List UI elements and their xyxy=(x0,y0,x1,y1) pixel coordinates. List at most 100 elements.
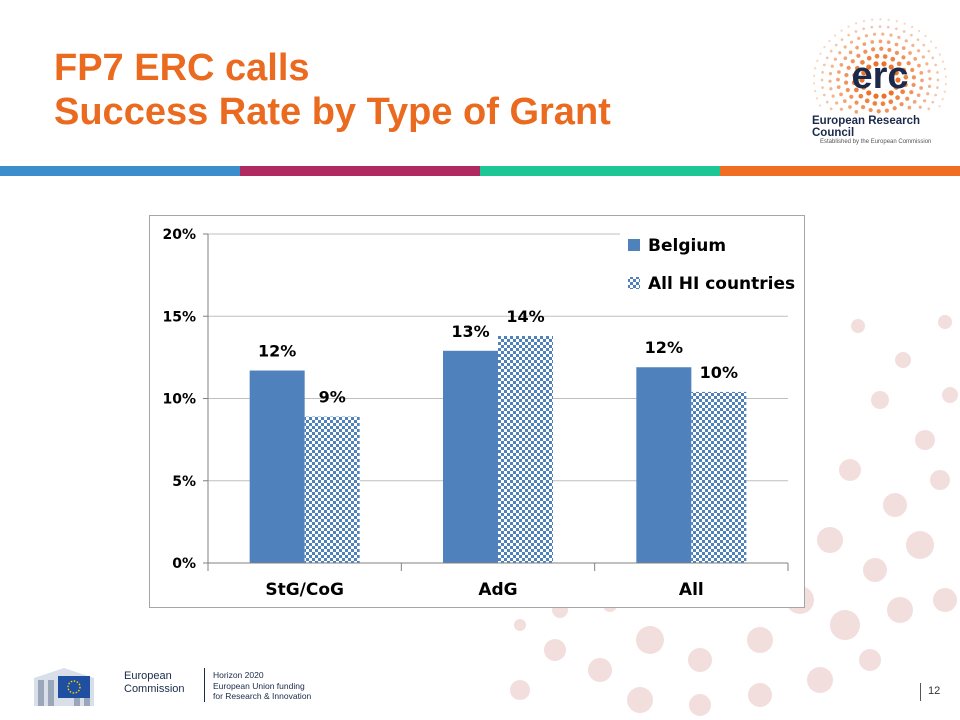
decorative-dot xyxy=(859,649,881,671)
erc-burst-dot xyxy=(905,96,910,101)
erc-burst-dot xyxy=(889,33,893,37)
erc-burst-dot xyxy=(866,64,872,70)
erc-burst-dot xyxy=(876,109,881,114)
erc-burst-dot xyxy=(838,51,842,55)
erc-burst-dot xyxy=(840,38,844,42)
erc-burst-dot xyxy=(850,59,855,64)
erc-burst-dot xyxy=(908,51,912,55)
erc-burst-dot xyxy=(868,107,873,113)
erc-burst-dot xyxy=(922,99,927,103)
erc-burst-dot xyxy=(881,93,887,99)
erc-burst-dot xyxy=(847,33,851,37)
legend-label: All HI countries xyxy=(648,274,795,294)
erc-burst-dot xyxy=(860,60,865,65)
decorative-dot xyxy=(510,680,530,700)
erc-burst-dot xyxy=(920,78,924,83)
erc-burst-dot xyxy=(830,64,834,68)
erc-burst-dot xyxy=(866,55,872,61)
h2020-line-3: for Research & Innovation xyxy=(213,691,312,701)
decorative-dot xyxy=(915,430,935,450)
erc-burst-dot xyxy=(901,55,906,60)
erc-burst-dot xyxy=(901,46,906,50)
erc-burst-dot xyxy=(866,90,872,96)
erc-burst-dot xyxy=(864,98,870,104)
erc-burst-dot xyxy=(871,18,874,21)
erc-burst-dot xyxy=(890,56,896,62)
erc-burst-dot xyxy=(888,64,894,70)
erc-burst-dot xyxy=(882,54,888,59)
erc-burst-dot xyxy=(917,63,921,68)
erc-burst-dot xyxy=(924,34,927,38)
erc-burst-dot xyxy=(840,29,843,32)
page-number-divider xyxy=(920,683,921,701)
erc-burst-dot xyxy=(886,25,890,29)
data-label: 12% xyxy=(258,342,296,361)
erc-burst-dot xyxy=(846,65,851,70)
erc-burst-dot xyxy=(819,104,822,107)
erc-burst-dot xyxy=(927,49,931,53)
decorative-dot xyxy=(807,667,833,693)
erc-burst-dot xyxy=(834,43,838,47)
erc-burst-dot xyxy=(855,45,859,50)
erc-burst-dot xyxy=(844,80,849,85)
erc-burst-dot xyxy=(931,56,935,60)
erc-burst-dot xyxy=(822,93,826,97)
erc-burst-dot xyxy=(912,99,917,104)
erc-burst-dot xyxy=(922,43,926,47)
y-tick-label: 15% xyxy=(162,309,196,325)
erc-burst-dot xyxy=(839,62,844,67)
erc-burst-dot xyxy=(941,98,944,101)
bar-all-hi-countries xyxy=(304,416,360,563)
erc-burst-dot xyxy=(823,63,826,67)
erc-burst-dot xyxy=(845,87,850,93)
bar-chart: 0% 5% 10% 15% 20% StG/CoG 12% 9% AdG 13% 14% All 12%… xyxy=(162,227,795,600)
erc-burst-dot xyxy=(895,20,898,23)
erc-burst-dot xyxy=(899,102,904,107)
erc-burst-dot xyxy=(887,18,890,21)
erc-burst-dot xyxy=(813,82,816,85)
chart-frame: 0% 5% 10% 15% 20% StG/CoG 12% 9% AdG 13% 14% All 12%… xyxy=(149,215,805,608)
decorative-dot xyxy=(748,683,772,707)
data-label: 10% xyxy=(700,363,738,382)
erc-burst-dot xyxy=(904,39,908,43)
decorative-dot xyxy=(942,387,958,403)
erc-burst-dot xyxy=(849,40,854,44)
h2020-line-1: Horizon 2020 xyxy=(213,670,264,680)
title-line-2: Success Rate by Type of Grant xyxy=(54,91,611,133)
erc-burst-dot xyxy=(897,35,901,39)
bar-all-hi-countries xyxy=(691,391,747,563)
erc-burst-dot xyxy=(828,39,831,43)
erc-burst-dot xyxy=(888,99,894,105)
erc-burst-dot xyxy=(849,94,854,99)
erc-burst-dot xyxy=(919,86,923,90)
erc-burst-dot xyxy=(851,80,857,86)
erc-burst-dot xyxy=(878,25,882,28)
legend-label: Belgium xyxy=(648,236,726,256)
erc-burst-dot xyxy=(878,39,883,44)
erc-burst-dot xyxy=(927,84,932,88)
decorative-dot xyxy=(747,627,773,653)
legend-box xyxy=(620,228,792,306)
data-label: 13% xyxy=(451,322,489,341)
erc-burst-dot xyxy=(834,34,837,37)
erc-burst-dot xyxy=(829,49,833,53)
decorative-dot xyxy=(688,648,712,672)
erc-burst-dot xyxy=(938,105,941,108)
stripe-green xyxy=(480,166,720,176)
erc-burst-dot xyxy=(871,47,876,52)
erc-burst-dot xyxy=(892,106,897,111)
erc-burst-dot xyxy=(901,67,907,73)
erc-burst-dot xyxy=(916,93,921,98)
erc-burst-dot xyxy=(902,30,906,33)
erc-burst-dot xyxy=(852,72,857,78)
erc-burst-dot xyxy=(907,105,912,110)
erc-burst-dot xyxy=(917,49,921,53)
erc-burst-dot xyxy=(944,75,947,78)
erc-burst-dot xyxy=(931,100,935,104)
erc-burst-dot xyxy=(895,95,900,100)
erc-burst-dot xyxy=(893,70,899,76)
erc-burst-dot xyxy=(839,107,843,111)
erc-burst-dot xyxy=(894,42,899,47)
erc-burst-dot xyxy=(911,82,916,88)
erc-burst-dot xyxy=(843,45,847,49)
